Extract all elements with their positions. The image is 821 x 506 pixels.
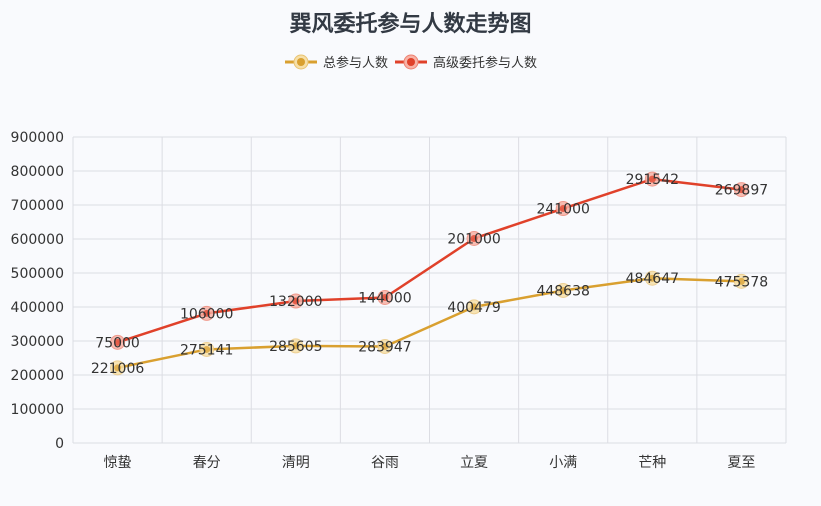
y-tick-label: 800000 bbox=[11, 164, 64, 180]
data-value-label: 241000 bbox=[536, 202, 589, 218]
data-value-label: 283947 bbox=[358, 339, 411, 355]
x-category-label: 清明 bbox=[282, 455, 310, 471]
x-category-label: 立夏 bbox=[460, 455, 488, 471]
data-value-label: 448638 bbox=[536, 283, 589, 299]
x-category-label: 小满 bbox=[549, 455, 577, 471]
y-tick-label: 700000 bbox=[11, 198, 64, 214]
y-tick-label: 300000 bbox=[11, 334, 64, 350]
legend-item-senior[interactable]: 高级委托参与人数 bbox=[394, 52, 537, 71]
series-points bbox=[110, 171, 749, 376]
y-tick-label: 400000 bbox=[11, 300, 64, 316]
series-lines bbox=[117, 177, 742, 370]
data-value-label: 144000 bbox=[358, 290, 411, 306]
y-tick-label: 500000 bbox=[11, 266, 64, 282]
data-value-label: 75000 bbox=[95, 335, 140, 351]
x-category-label: 惊蛰 bbox=[104, 455, 132, 471]
data-value-label: 484647 bbox=[626, 271, 679, 287]
y-tick-label: 600000 bbox=[11, 232, 64, 248]
y-tick-label: 100000 bbox=[11, 402, 64, 418]
data-value-label: 269897 bbox=[715, 183, 768, 199]
data-value-label: 201000 bbox=[447, 231, 500, 247]
legend-label-senior: 高级委托参与人数 bbox=[433, 56, 538, 71]
series-line bbox=[117, 276, 742, 370]
x-category-label: 芒种 bbox=[638, 455, 666, 471]
data-value-label: 475378 bbox=[715, 274, 768, 290]
data-value-label: 400479 bbox=[447, 300, 500, 316]
data-value-label: 285605 bbox=[269, 339, 322, 355]
series-line bbox=[117, 177, 742, 344]
legend-line-circle-icon bbox=[395, 54, 427, 69]
y-axis-labels: 0 100000 200000 300000 400000 500000 600000 700… bbox=[11, 130, 64, 452]
data-value-label: 106000 bbox=[180, 306, 233, 322]
x-axis-labels: 惊蛰 春分 清明 谷雨 立夏 小满 芒种 夏至 bbox=[104, 455, 756, 471]
y-tick-label: 0 bbox=[55, 436, 64, 452]
legend-line-circle-icon bbox=[284, 54, 317, 69]
x-category-label: 谷雨 bbox=[371, 455, 399, 471]
legend-item-total[interactable]: 总参与人数 bbox=[284, 52, 388, 71]
x-category-label: 春分 bbox=[193, 455, 221, 471]
y-tick-label: 900000 bbox=[11, 130, 64, 146]
data-value-label: 291542 bbox=[626, 172, 679, 188]
data-labels: 221006 275141 285605 283947 400479 448638 4846… bbox=[91, 172, 768, 377]
legend-label-total: 总参与人数 bbox=[322, 56, 388, 71]
grid-lines bbox=[72, 136, 787, 444]
legend: 总参与人数 高级委托参与人数 bbox=[0, 52, 821, 71]
data-value-label: 221006 bbox=[91, 361, 145, 377]
chart-title: 巽风委托参与人数走势图 bbox=[289, 12, 532, 37]
data-value-label: 275141 bbox=[180, 342, 233, 358]
y-tick-label: 200000 bbox=[11, 368, 64, 384]
x-category-label: 夏至 bbox=[727, 455, 755, 471]
data-value-label: 132000 bbox=[269, 294, 322, 310]
